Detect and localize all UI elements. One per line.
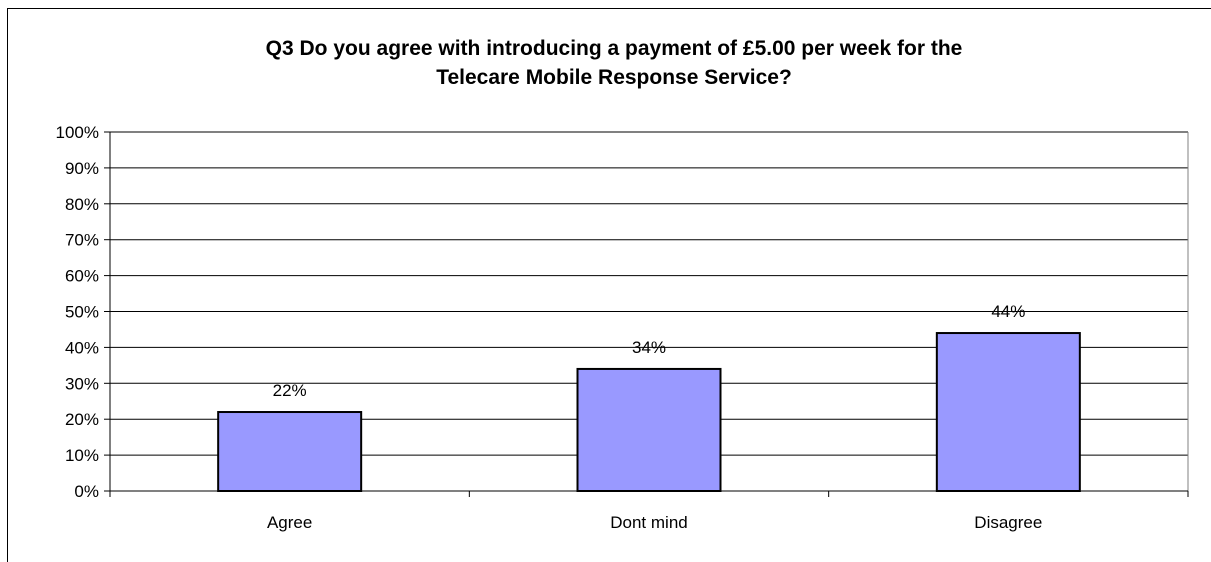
data-label: 22% (273, 381, 307, 400)
data-label: 44% (991, 302, 1025, 321)
bar-agree (217, 411, 363, 492)
y-tick-label: 60% (65, 267, 99, 286)
y-tick-label: 40% (65, 338, 99, 357)
y-tick-label: 10% (65, 446, 99, 465)
x-tick-label: Disagree (974, 513, 1042, 532)
data-label: 34% (632, 338, 666, 357)
chart-title: Q3 Do you agree with introducing a payme… (0, 34, 1211, 92)
y-tick-label: 70% (65, 231, 99, 250)
y-tick-label: 0% (74, 482, 99, 501)
chart-title-line-2: Telecare Mobile Response Service? (436, 66, 792, 89)
x-tick-label: Agree (267, 513, 312, 532)
y-tick-label: 20% (65, 410, 99, 429)
x-tick-label: Dont mind (610, 513, 687, 532)
chart-title-line-1: Q3 Do you agree with introducing a payme… (265, 37, 963, 60)
y-tick-label: 90% (65, 159, 99, 178)
bar-disagree (935, 332, 1081, 493)
y-tick-label: 50% (65, 303, 99, 322)
y-tick-label: 100% (56, 123, 99, 142)
y-tick-label: 30% (65, 374, 99, 393)
bar-dont-mind (576, 367, 722, 492)
y-tick-label: 80% (65, 195, 99, 214)
